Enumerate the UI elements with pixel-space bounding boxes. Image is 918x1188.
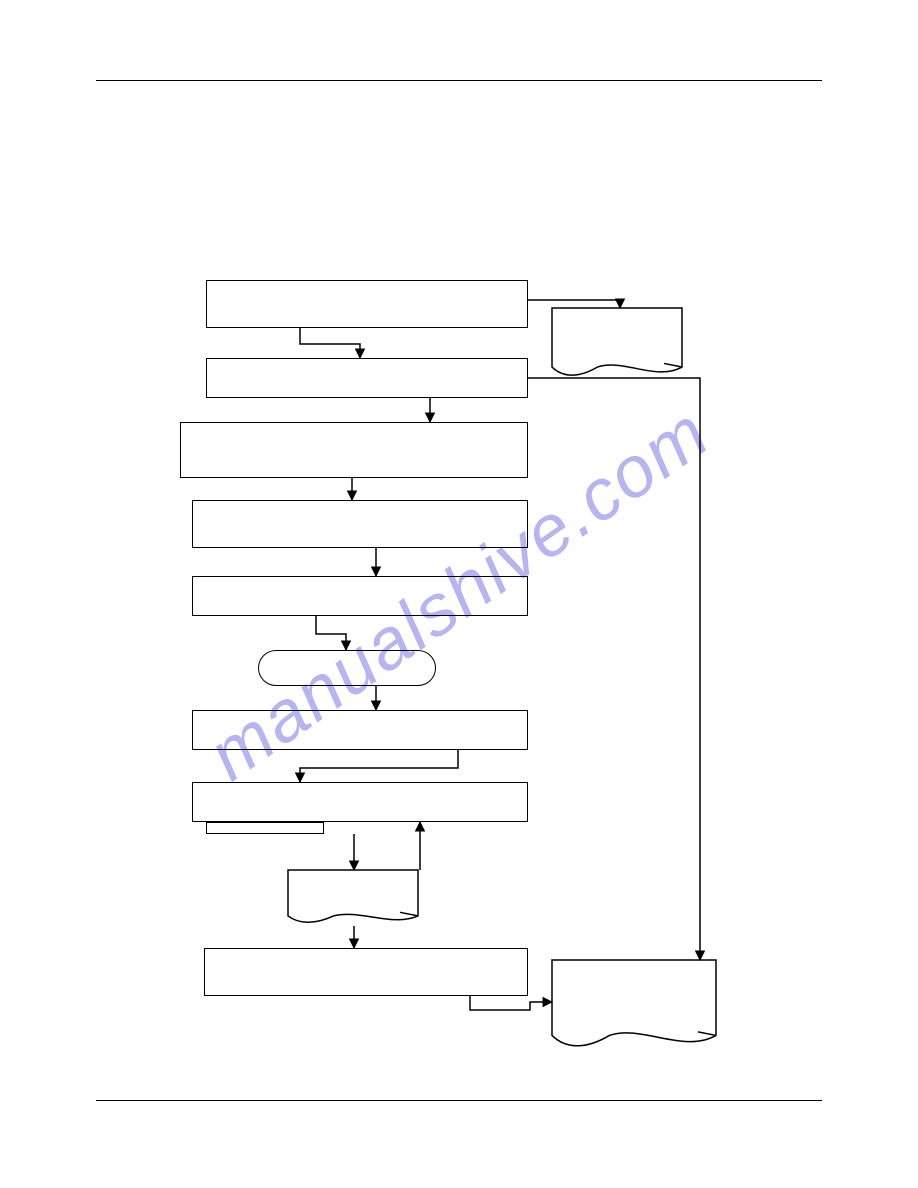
flow-node-n7 bbox=[192, 782, 528, 822]
flow-node-d3 bbox=[552, 960, 716, 1052]
flow-node-d1 bbox=[552, 308, 682, 380]
flow-node-sub bbox=[206, 822, 324, 834]
flow-node-n2 bbox=[206, 358, 528, 398]
flow-node-d2 bbox=[288, 870, 418, 926]
bottom-rule bbox=[96, 1100, 822, 1101]
flow-edge-n2-d3 bbox=[528, 378, 700, 960]
flow-node-n1 bbox=[206, 280, 528, 328]
flow-edge-n8-d3 bbox=[470, 996, 552, 1010]
flow-edge-n1-n2 bbox=[300, 328, 360, 358]
flow-node-t1 bbox=[258, 650, 436, 686]
flow-node-n4 bbox=[192, 500, 528, 548]
flow-edge-n5-t1 bbox=[316, 616, 346, 650]
flow-edge-n1-d1 bbox=[528, 300, 620, 308]
top-rule bbox=[96, 80, 822, 81]
page: manualshive.com bbox=[0, 0, 918, 1188]
flow-node-n8 bbox=[204, 948, 528, 996]
flow-node-n3 bbox=[180, 422, 528, 478]
flow-node-n5 bbox=[192, 576, 528, 616]
flow-edge-n6-n7 bbox=[300, 750, 458, 782]
flow-node-n6 bbox=[192, 710, 528, 750]
